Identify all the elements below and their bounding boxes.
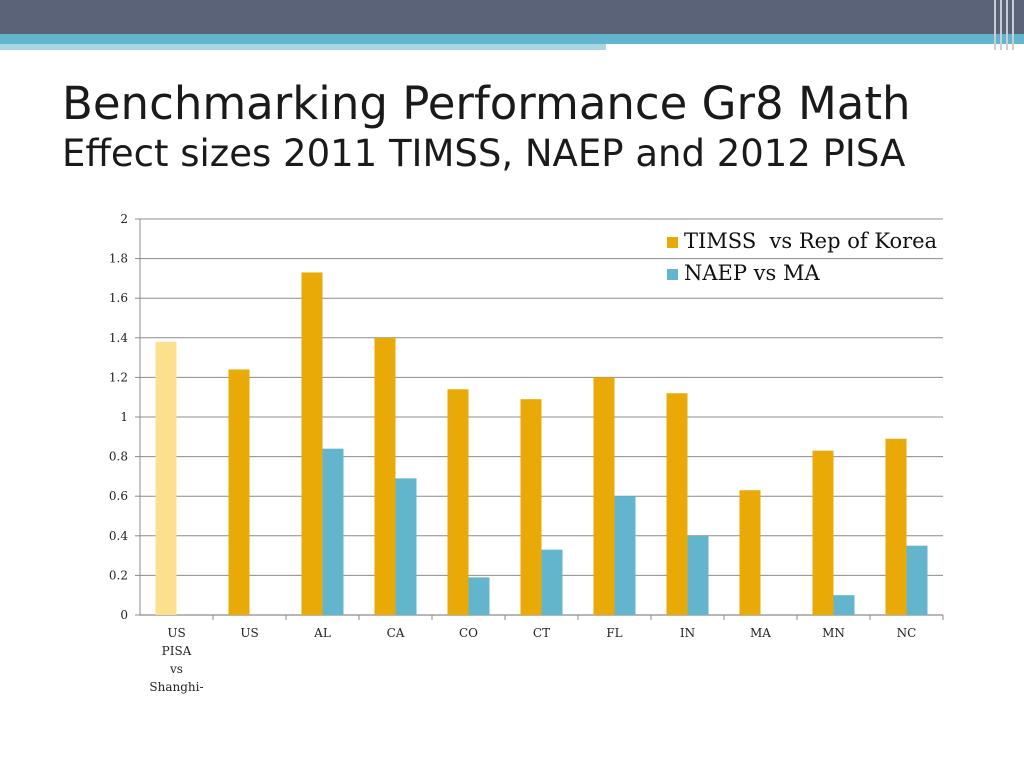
y-tick-label: 2 — [120, 212, 128, 226]
x-tick-label: CO — [459, 626, 478, 640]
timss-bar-0 — [155, 341, 177, 615]
legend-label-0: TIMSS vs Rep of Korea — [684, 229, 937, 253]
timss-bar-5 — [520, 399, 542, 615]
naep-bar-10 — [906, 545, 928, 615]
x-tick-label: Shanghi- — [149, 680, 203, 694]
y-tick-label: 1.4 — [109, 331, 128, 345]
x-tick-label: CT — [533, 626, 550, 640]
timss-bar-3 — [374, 337, 396, 615]
naep-bar-5 — [541, 549, 563, 615]
title-line-1: Benchmarking Performance Gr8 Math — [62, 77, 911, 130]
y-tick-label: 0 — [120, 608, 128, 622]
timss-bar-9 — [812, 450, 834, 615]
x-tick-label: US — [167, 626, 185, 640]
accent-stripe — [0, 34, 1024, 44]
slide-title: Benchmarking Performance Gr8 Math Effect… — [62, 78, 911, 178]
naep-bar-4 — [468, 577, 490, 615]
x-tick-label: CA — [387, 626, 405, 640]
y-tick-label: 1.2 — [109, 370, 128, 384]
accent-stripe-light — [0, 44, 606, 50]
x-tick-label: NC — [897, 626, 917, 640]
y-tick-label: 0.8 — [109, 450, 128, 464]
naep-bar-3 — [395, 478, 417, 615]
naep-bar-6 — [614, 496, 636, 615]
x-tick-label: AL — [313, 626, 331, 640]
timss-bar-6 — [593, 377, 615, 615]
x-tick-label: IN — [680, 626, 695, 640]
x-tick-label: US — [240, 626, 258, 640]
timss-bar-10 — [885, 438, 907, 615]
timss-bar-1 — [228, 369, 250, 615]
x-tick-label: vs — [169, 662, 183, 676]
x-tick-label: FL — [606, 626, 622, 640]
timss-bar-2 — [301, 272, 323, 615]
naep-bar-2 — [322, 448, 344, 615]
header-band — [0, 0, 1024, 34]
legend-label-1: NAEP vs MA — [684, 261, 820, 285]
y-tick-label: 0.6 — [109, 489, 128, 503]
timss-bar-4 — [447, 389, 469, 615]
legend-swatch-0 — [667, 237, 678, 248]
naep-bar-9 — [833, 595, 855, 615]
title-line-2: Effect sizes 2011 TIMSS, NAEP and 2012 P… — [62, 132, 906, 175]
x-tick-label: PISA — [162, 644, 192, 658]
decorative-lines — [990, 0, 1024, 50]
legend-swatch-1 — [667, 269, 678, 280]
y-tick-label: 0.4 — [109, 529, 128, 543]
x-tick-label: MN — [822, 626, 845, 640]
x-tick-label: MA — [750, 626, 771, 640]
timss-bar-8 — [739, 490, 761, 615]
y-tick-label: 1.6 — [109, 291, 128, 305]
y-tick-label: 1.8 — [109, 252, 128, 266]
naep-bar-7 — [687, 535, 709, 615]
timss-bar-7 — [666, 393, 688, 615]
y-tick-label: 1 — [120, 410, 128, 424]
y-tick-label: 0.2 — [109, 568, 128, 582]
